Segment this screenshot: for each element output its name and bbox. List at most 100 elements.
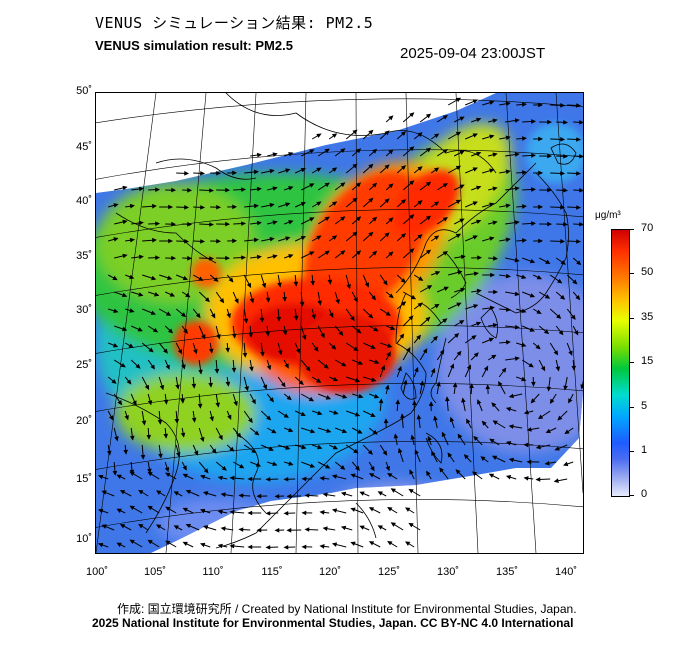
wind-arrow-head [353, 346, 359, 352]
wind-arrow-head [220, 526, 226, 531]
wind-arrow-head [278, 350, 283, 356]
wind-arrow-head [129, 539, 135, 545]
wind-arrow-head [422, 348, 428, 354]
wind-arrow-head [341, 361, 347, 367]
wind-arrow-head [498, 381, 503, 387]
wind-arrow-head [491, 354, 497, 360]
wind-arrow-head [282, 330, 288, 336]
wind-arrow-head [249, 298, 255, 304]
wind-arrow-head [492, 186, 498, 191]
wind-arrow-head [514, 118, 520, 123]
wind-arrow-head [531, 119, 537, 124]
wind-arrow-head [331, 542, 338, 547]
wind-arrow-head [320, 332, 325, 339]
wind-arrow-head [147, 539, 153, 545]
wind-arrow-head [138, 254, 144, 260]
wind-arrow-head [442, 115, 448, 120]
wind-arrow-head [400, 165, 407, 171]
wind-arrow-head [187, 221, 193, 227]
wind-arrow-head [174, 418, 180, 424]
wind-arrow-head [322, 492, 328, 497]
wind-arrow-head [505, 101, 511, 107]
wind-arrow-head [387, 343, 393, 348]
wind-arrow-head [417, 302, 423, 308]
wind-arrow-head [229, 509, 235, 515]
wind-arrow-head [340, 182, 346, 188]
wind-arrow-head [155, 187, 161, 193]
wind-arrow-head [184, 238, 190, 244]
wind-arrow-head [554, 446, 560, 451]
wind-arrow-head [459, 150, 465, 155]
wind-arrow-head [324, 250, 330, 256]
wind-arrow-head [568, 398, 573, 404]
wind-arrow-head [405, 346, 411, 353]
wind-arrow-head [560, 170, 566, 176]
wind-arrow-head [269, 397, 275, 403]
wind-arrow-head [214, 368, 220, 374]
wind-arrow-head [405, 507, 411, 512]
lat-label-50: 50˚ [76, 85, 92, 97]
wind-arrow-head [560, 204, 566, 210]
wind-arrow-head [576, 137, 582, 142]
wind-arrow-head [286, 395, 292, 401]
lon-label-130: 130˚ [436, 566, 460, 578]
wind-arrow-head [272, 254, 278, 259]
wind-arrow-head [538, 238, 544, 244]
wind-arrow-head [202, 525, 209, 530]
wind-arrow-head [310, 428, 316, 434]
wind-arrow-head [476, 117, 482, 123]
wind-arrow-head [555, 366, 561, 372]
wind-arrow-head [319, 476, 325, 481]
wind-arrow-head [579, 221, 583, 227]
wind-arrow-head [198, 276, 204, 281]
wind-arrow-head [505, 273, 511, 279]
wind-arrow-head [455, 131, 462, 137]
wind-arrow-head [243, 318, 249, 324]
wind-arrow-head [268, 446, 274, 451]
wind-arrow-head [218, 434, 223, 441]
page-title-jp: VENUS シミュレーション結果: PM2.5 [95, 14, 374, 32]
wind-arrow-head [298, 380, 304, 386]
wind-arrow-head [400, 413, 405, 419]
wind-arrow-head [483, 365, 489, 371]
wind-arrow-head [514, 291, 520, 297]
wind-arrow-head [288, 254, 294, 259]
wind-arrow-head [377, 525, 383, 530]
wind-arrow-head [419, 380, 425, 386]
wind-arrow-head [493, 289, 499, 295]
wind-arrow-head [425, 181, 432, 187]
lon-label-120: 120˚ [318, 566, 342, 578]
wind-arrow-head [293, 315, 299, 321]
wind-arrow-head [547, 221, 553, 227]
wind-arrow-head [156, 490, 162, 495]
wind-arrow-head [248, 332, 254, 338]
wind-arrow-head [300, 235, 307, 241]
wind-arrow-head [387, 507, 393, 512]
wind-arrow-head [265, 297, 271, 303]
wind-arrow-head [557, 278, 563, 284]
wind-arrow-head [256, 493, 262, 499]
wind-arrow-head [523, 476, 529, 481]
wind-arrow-head [229, 543, 235, 549]
wind-arrow-head [505, 237, 511, 243]
wind-arrow-head [247, 476, 253, 482]
wind-arrow-head [113, 237, 119, 242]
wind-arrow-head [563, 385, 568, 391]
wind-arrow-head [175, 384, 180, 390]
wind-arrow-head [417, 166, 423, 172]
wind-arrow-head [372, 250, 378, 256]
wind-arrow-head [150, 310, 156, 315]
wind-arrow-head [355, 465, 360, 471]
wind-arrow-head [471, 335, 477, 340]
wind-arrow-head [129, 203, 135, 209]
colorbar-label: 70 [641, 222, 654, 234]
wind-arrow-head [563, 187, 569, 193]
wind-arrow-head [254, 430, 260, 436]
wind-arrow-head [373, 326, 379, 332]
wind-arrow-head [272, 220, 278, 225]
wind-arrow-head [120, 362, 126, 368]
wind-arrow-head [327, 279, 333, 285]
wind-arrow-head [442, 318, 448, 324]
wind-arrow-head [472, 235, 478, 240]
wind-arrow-head [556, 313, 562, 319]
